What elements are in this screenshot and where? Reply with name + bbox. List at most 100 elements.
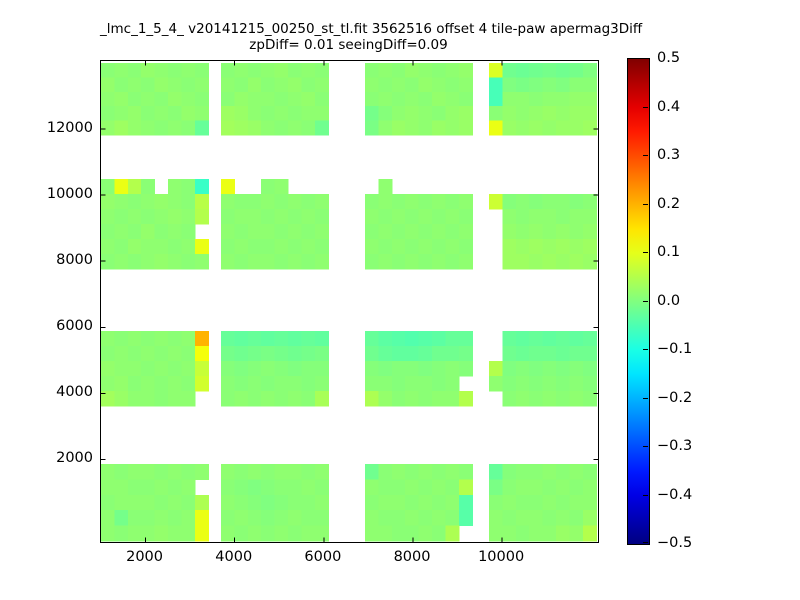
heatmap-cell — [515, 254, 530, 270]
heatmap-cell — [181, 479, 196, 496]
heatmap-cell — [168, 464, 182, 480]
heatmap-cell — [154, 254, 169, 270]
heatmap-cell — [101, 494, 115, 511]
heatmap-cell — [314, 91, 329, 107]
heatmap-cell — [445, 91, 460, 107]
heatmap-cell — [569, 494, 584, 511]
heatmap-cell — [288, 479, 302, 496]
heatmap-cell — [432, 194, 446, 210]
heatmap-cell — [582, 239, 597, 255]
heatmap-cell — [445, 194, 460, 210]
heatmap-cell — [458, 77, 473, 93]
heatmap-cell — [261, 346, 276, 362]
heatmap-cell — [405, 331, 420, 347]
heatmap-cell — [194, 254, 209, 270]
heatmap-cell — [542, 77, 557, 93]
heatmap-cell — [168, 209, 182, 225]
heatmap-cell — [168, 331, 182, 347]
heatmap-cell — [515, 91, 530, 107]
heatmap-cell — [168, 120, 182, 136]
heatmap-cell — [542, 479, 557, 496]
heatmap-cell — [515, 510, 530, 527]
heatmap-cell — [502, 479, 517, 496]
heatmap-cell — [141, 391, 156, 407]
heatmap-cell — [569, 331, 584, 347]
heatmap-cell — [502, 239, 517, 255]
heatmap-cell — [445, 209, 460, 225]
heatmap-cell — [556, 525, 570, 542]
heatmap-cell — [378, 194, 393, 210]
heatmap-cell — [234, 525, 249, 542]
heatmap-cell — [391, 63, 406, 78]
heatmap-cell — [127, 120, 142, 136]
heatmap-cell — [418, 91, 433, 107]
heatmap-cell — [556, 346, 570, 362]
heatmap-cell — [391, 525, 406, 542]
heatmap-cell — [194, 77, 209, 93]
heatmap-cell — [489, 525, 503, 542]
heatmap-cell — [261, 120, 276, 136]
heatmap-cell — [141, 525, 156, 542]
heatmap-cell — [261, 179, 276, 195]
heatmap-cell — [502, 194, 517, 210]
heatmap-cell — [301, 106, 316, 122]
heatmap-cell — [274, 510, 289, 527]
heatmap-cell — [502, 91, 517, 107]
heatmap-cell — [127, 331, 142, 347]
heatmap-cell — [141, 120, 156, 136]
heatmap-cell — [274, 77, 289, 93]
heatmap-cell — [127, 376, 142, 392]
heatmap-cell — [274, 120, 289, 136]
heatmap-cell — [418, 525, 433, 542]
heatmap-cell — [301, 510, 316, 527]
heatmap-cell — [569, 525, 584, 542]
heatmap-cell — [432, 120, 446, 136]
heatmap-cell — [314, 63, 329, 78]
y-tick-label: 12000 — [46, 120, 93, 137]
heatmap-cell — [154, 376, 169, 392]
heatmap-cell — [234, 239, 249, 255]
heatmap-cell — [274, 331, 289, 347]
heatmap-cell — [391, 77, 406, 93]
heatmap-cell — [301, 239, 316, 255]
heatmap-cell — [101, 77, 115, 93]
heatmap-cell — [288, 464, 302, 480]
heatmap-cell — [432, 510, 446, 527]
heatmap-cell — [365, 77, 379, 93]
heatmap-cell — [181, 464, 196, 480]
plot-area — [100, 60, 599, 543]
chart-title: _lmc_1_5_4_ v20141215_00250_st_tl.fit 35… — [100, 21, 642, 53]
heatmap-cell — [101, 346, 115, 362]
heatmap-cell — [391, 479, 406, 496]
heatmap-cell — [569, 391, 584, 407]
x-tick-label: 10000 — [478, 549, 525, 565]
heatmap-cell — [489, 494, 503, 511]
heatmap-cell — [542, 464, 557, 480]
heatmap-cell — [515, 391, 530, 407]
heatmap-cell — [127, 63, 142, 78]
heatmap-cell — [127, 346, 142, 362]
heatmap-cell — [181, 63, 196, 78]
heatmap-cell — [502, 120, 517, 136]
colorbar-tick-mark — [643, 58, 648, 59]
heatmap-cell — [154, 77, 169, 93]
heatmap-cell — [221, 254, 235, 270]
heatmap-cell — [489, 63, 503, 78]
heatmap-cell — [288, 120, 302, 136]
heatmap-cell — [582, 464, 597, 480]
heatmap-cell — [101, 331, 115, 347]
heatmap-cell — [378, 510, 393, 527]
heatmap-cell — [418, 331, 433, 347]
heatmap-cell — [141, 91, 156, 107]
heatmap-cell — [234, 194, 249, 210]
heatmap-cell — [234, 63, 249, 78]
heatmap-cell — [194, 106, 209, 122]
heatmap-cell — [234, 254, 249, 270]
heatmap-cell — [556, 224, 570, 240]
colorbar-tick-label: −0.4 — [657, 486, 693, 503]
y-tick-label: 8000 — [56, 252, 93, 269]
heatmap-cell — [542, 510, 557, 527]
heatmap-cell — [221, 331, 235, 347]
heatmap-cell — [221, 106, 235, 122]
heatmap-cell — [502, 525, 517, 542]
